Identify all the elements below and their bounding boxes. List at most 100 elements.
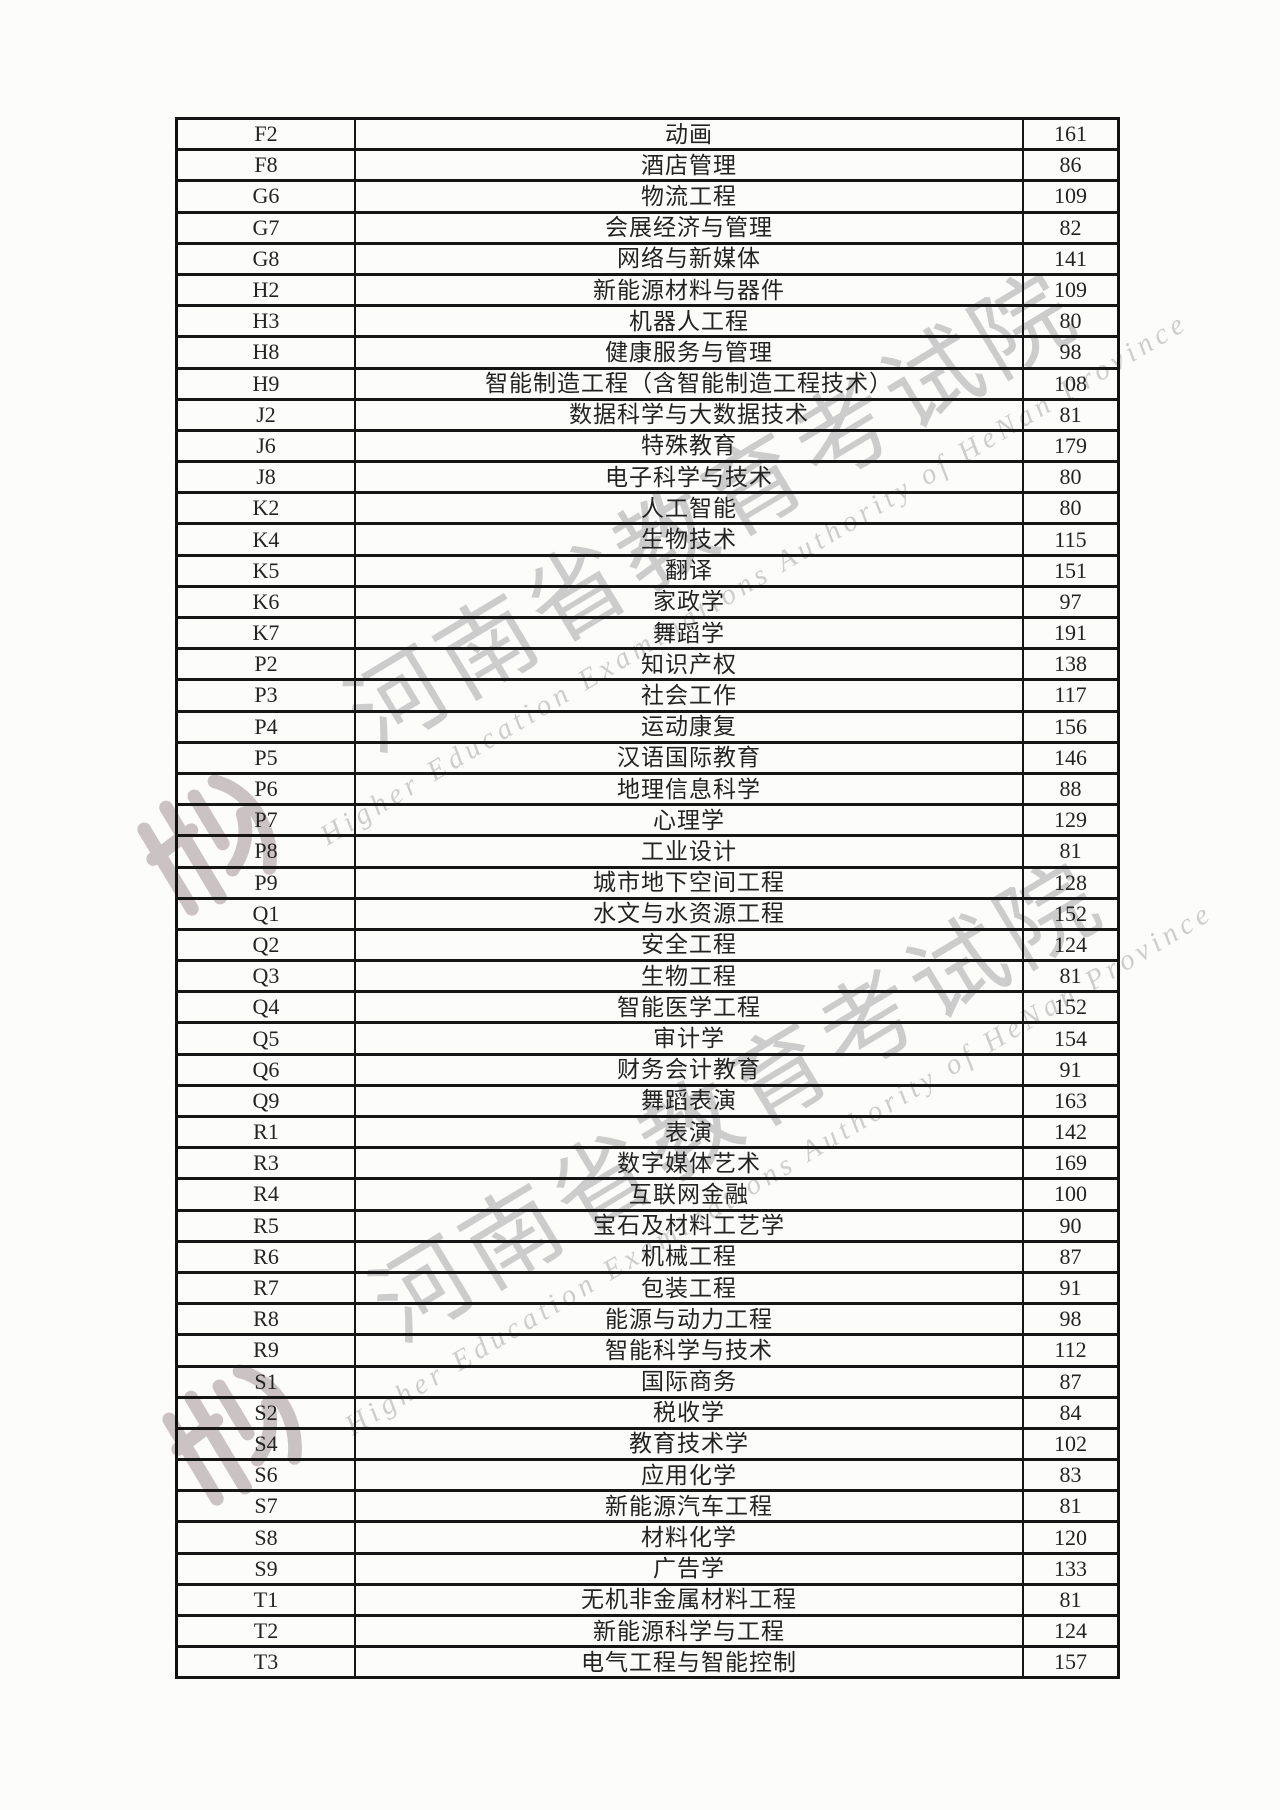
- score-cell: 108: [1022, 366, 1120, 401]
- major-code-cell: G6: [175, 179, 356, 214]
- score-cell: 80: [1022, 304, 1120, 339]
- major-code-cell: R5: [175, 1208, 356, 1243]
- score-cell: 81: [1022, 397, 1120, 432]
- major-code-cell: R8: [175, 1302, 356, 1337]
- major-code-cell: P2: [175, 647, 356, 682]
- score-cell: 81: [1022, 1582, 1120, 1618]
- score-cell: 157: [1022, 1645, 1120, 1680]
- score-cell: 87: [1022, 1239, 1120, 1274]
- table-row: P2 知识产权 138: [175, 647, 1120, 682]
- score-cell: 98: [1022, 335, 1120, 370]
- major-name-cell: 新能源材料与器件: [354, 272, 1024, 308]
- major-name-cell: 材料化学: [354, 1520, 1024, 1555]
- major-name-cell: 无机非金属材料工程: [354, 1582, 1024, 1618]
- major-code-cell: H2: [175, 272, 356, 308]
- table-row: R7 包装工程 91: [175, 1270, 1120, 1306]
- major-code-cell: S7: [175, 1489, 356, 1524]
- table-row: P8 工业设计 81: [175, 834, 1120, 869]
- table-row: S9 广告学 133: [175, 1551, 1120, 1586]
- major-code-cell: K5: [175, 553, 356, 588]
- score-cell: 151: [1022, 553, 1120, 588]
- table-row: Q6 财务会计教育 91: [175, 1052, 1120, 1087]
- table-row: P6 地理信息科学 88: [175, 771, 1120, 807]
- table-row: H8 健康服务与管理 98: [175, 335, 1120, 370]
- major-code-cell: P8: [175, 834, 356, 869]
- score-cell: 138: [1022, 647, 1120, 682]
- score-cell: 128: [1022, 865, 1120, 900]
- major-code-cell: G7: [175, 210, 356, 245]
- major-name-cell: 水文与水资源工程: [354, 896, 1024, 931]
- major-code-cell: S4: [175, 1426, 356, 1462]
- major-code-cell: R6: [175, 1239, 356, 1274]
- score-cell: 88: [1022, 771, 1120, 807]
- table-row: P4 运动康复 156: [175, 709, 1120, 744]
- major-score-table: F2 动画 161 F8 酒店管理 86 G6 物流工程 109 G7 会展经济与管理 82 G8 网络与…: [175, 116, 1120, 1680]
- major-code-cell: P6: [175, 771, 356, 807]
- major-name-cell: 国际商务: [354, 1364, 1024, 1399]
- table-row: S6 应用化学 83: [175, 1458, 1120, 1493]
- major-code-cell: Q4: [175, 990, 356, 1025]
- major-code-cell: Q3: [175, 959, 356, 994]
- table-row: S7 新能源汽车工程 81: [175, 1489, 1120, 1524]
- table-row: P9 城市地下空间工程 128: [175, 865, 1120, 900]
- major-code-cell: S6: [175, 1458, 356, 1493]
- major-name-cell: 智能医学工程: [354, 990, 1024, 1025]
- score-cell: 142: [1022, 1114, 1120, 1150]
- major-name-cell: 财务会计教育: [354, 1052, 1024, 1087]
- table-row: F8 酒店管理 86: [175, 148, 1120, 183]
- table-row: P5 汉语国际教育 146: [175, 740, 1120, 775]
- major-name-cell: 舞蹈表演: [354, 1083, 1024, 1119]
- table-row: H3 机器人工程 80: [175, 304, 1120, 339]
- table-row: Q3 生物工程 81: [175, 959, 1120, 994]
- major-name-cell: 应用化学: [354, 1458, 1024, 1493]
- major-name-cell: 能源与动力工程: [354, 1302, 1024, 1337]
- score-cell: 161: [1022, 116, 1120, 152]
- table-row: Q9 舞蹈表演 163: [175, 1083, 1120, 1119]
- major-code-cell: J2: [175, 397, 356, 432]
- table-wrap: F2 动画 161 F8 酒店管理 86 G6 物流工程 109 G7 会展经济与管理 82 G8 网络与…: [175, 116, 1120, 1680]
- major-name-cell: 地理信息科学: [354, 771, 1024, 807]
- major-code-cell: H3: [175, 304, 356, 339]
- major-name-cell: 新能源科学与工程: [354, 1613, 1024, 1649]
- table-row: Q1 水文与水资源工程 152: [175, 896, 1120, 931]
- table-row: H2 新能源材料与器件 109: [175, 272, 1120, 308]
- table-row: T2 新能源科学与工程 124: [175, 1613, 1120, 1649]
- score-cell: 90: [1022, 1208, 1120, 1243]
- score-cell: 163: [1022, 1083, 1120, 1119]
- major-code-cell: Q5: [175, 1021, 356, 1056]
- score-cell: 97: [1022, 584, 1120, 620]
- major-name-cell: 安全工程: [354, 927, 1024, 963]
- major-code-cell: P4: [175, 709, 356, 744]
- table-row: R4 互联网金融 100: [175, 1177, 1120, 1212]
- major-name-cell: 人工智能: [354, 491, 1024, 526]
- major-code-cell: K4: [175, 522, 356, 557]
- major-code-cell: K6: [175, 584, 356, 620]
- score-cell: 86: [1022, 148, 1120, 183]
- major-code-cell: P3: [175, 678, 356, 713]
- table-row: S8 材料化学 120: [175, 1520, 1120, 1555]
- table-row: Q4 智能医学工程 152: [175, 990, 1120, 1025]
- score-cell: 154: [1022, 1021, 1120, 1056]
- score-cell: 81: [1022, 1489, 1120, 1524]
- major-name-cell: 税收学: [354, 1395, 1024, 1430]
- major-code-cell: T3: [175, 1645, 356, 1680]
- table-row: R8 能源与动力工程 98: [175, 1302, 1120, 1337]
- major-code-cell: Q6: [175, 1052, 356, 1087]
- table-row: K2 人工智能 80: [175, 491, 1120, 526]
- major-name-cell: 工业设计: [354, 834, 1024, 869]
- major-code-cell: R3: [175, 1146, 356, 1181]
- score-cell: 133: [1022, 1551, 1120, 1586]
- major-name-cell: 社会工作: [354, 678, 1024, 713]
- major-name-cell: 包装工程: [354, 1270, 1024, 1306]
- table-row: G6 物流工程 109: [175, 179, 1120, 214]
- score-cell: 129: [1022, 803, 1120, 838]
- major-code-cell: F2: [175, 116, 356, 152]
- table-row: K4 生物技术 115: [175, 522, 1120, 557]
- score-cell: 80: [1022, 460, 1120, 495]
- major-name-cell: 机器人工程: [354, 304, 1024, 339]
- major-code-cell: Q1: [175, 896, 356, 931]
- score-cell: 115: [1022, 522, 1120, 557]
- major-code-cell: Q2: [175, 927, 356, 963]
- score-cell: 169: [1022, 1146, 1120, 1181]
- table-row: T1 无机非金属材料工程 81: [175, 1582, 1120, 1618]
